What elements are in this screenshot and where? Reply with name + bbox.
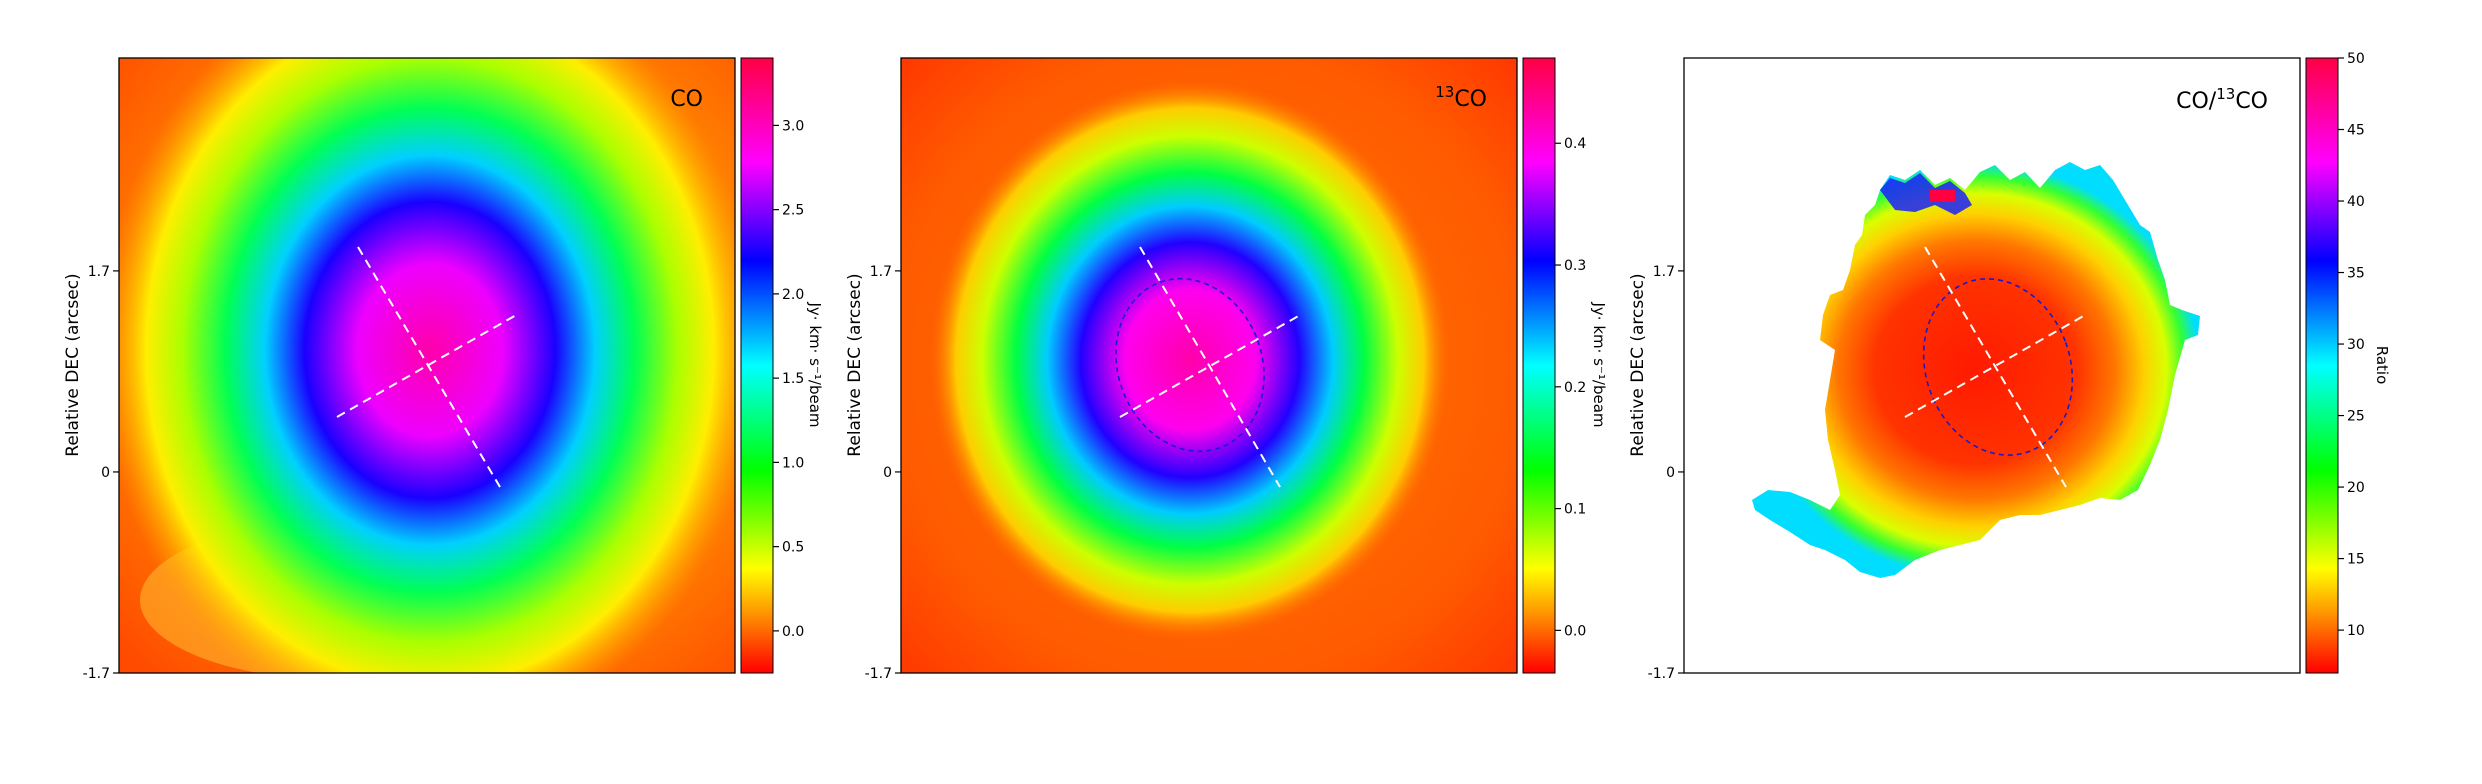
ratio-colorbar xyxy=(2305,57,2339,674)
panel-ratio: CO/13CO Relative DEC (arcsec) 1.7 0 -1.7 1… xyxy=(1628,51,2391,682)
13co-map-emission xyxy=(930,80,1450,640)
ratio-colorbar-label: Ratio xyxy=(2373,346,2391,385)
co-map-frame xyxy=(118,57,736,674)
co-yaxis-ticks: 1.7 0 -1.7 xyxy=(83,264,119,682)
panel-co: CO Relative DEC (arcsec) 1.7 0 -1.7 0.0 0.5… xyxy=(63,57,824,682)
13co-colorbar-ticks: 0.0 0.1 0.2 0.3 0.4 xyxy=(1555,136,1586,639)
13co-minor-axis-line xyxy=(1119,313,1303,418)
colorbar-tick-label: 10 xyxy=(2347,623,2365,639)
colorbar-tick-label: 0.5 xyxy=(782,540,804,556)
13co-yaxis-ticks: 1.7 0 -1.7 xyxy=(865,264,901,682)
co-ylabel: Relative DEC (arcsec) xyxy=(63,273,83,456)
colorbar-tick-label: 30 xyxy=(2347,337,2365,353)
colorbar-tick-label: 50 xyxy=(2347,51,2365,67)
co-colorbar-ticks: 0.0 0.5 1.0 1.5 2.0 2.5 3.0 xyxy=(773,118,804,640)
ratio-ylabel: Relative DEC (arcsec) xyxy=(1628,273,1648,456)
ratio-beam-ellipse xyxy=(1922,278,2074,456)
13co-colorbar xyxy=(1522,57,1556,674)
colorbar-tick-label: 2.5 xyxy=(782,203,804,219)
colorbar-tick-label: 1.5 xyxy=(782,371,804,387)
ytick-label: 1.7 xyxy=(88,264,110,280)
co-colorbar xyxy=(740,57,774,674)
ratio-map-frame xyxy=(1683,57,2301,674)
panel-label-ratio: CO/13CO xyxy=(2176,85,2268,114)
panel-13co: 13CO Relative DEC (arcsec) 1.70-1.7 0.00… xyxy=(845,57,1608,682)
panel-label-13co: 13CO xyxy=(1435,83,1487,112)
colorbar-tick-label: 40 xyxy=(2347,194,2365,210)
colorbar-tick-label: 0.3 xyxy=(1564,258,1586,274)
ytick-label: -1.7 xyxy=(1648,666,1675,682)
ytick-label: 0 xyxy=(883,465,892,481)
13co-colorbar-label: Jy· km· s⁻¹/beam xyxy=(1590,301,1608,427)
colorbar-tick-label: 2.0 xyxy=(782,287,804,303)
colorbar-tick-label: 15 xyxy=(2347,552,2365,568)
ytick-label: 0 xyxy=(101,465,110,481)
colorbar-tick-label: 25 xyxy=(2347,409,2365,425)
colorbar-tick-label: 0.4 xyxy=(1564,136,1586,152)
colorbar-tick-label: 0.0 xyxy=(1564,623,1586,639)
ratio-map-peak-pixel xyxy=(1930,190,1955,202)
panel-label-co: CO xyxy=(670,87,703,112)
ytick-label: 1.7 xyxy=(1653,264,1675,280)
13co-major-axis-line xyxy=(1139,246,1281,488)
co-minor-axis-line xyxy=(336,313,519,418)
ytick-label: -1.7 xyxy=(865,666,892,682)
ytick-label: 0 xyxy=(1666,465,1675,481)
colorbar-tick-label: 3.0 xyxy=(782,118,804,134)
co-colorbar-label: Jy· km· s⁻¹/beam xyxy=(806,301,824,427)
co-major-axis-line xyxy=(357,246,501,488)
colorbar-tick-label: 35 xyxy=(2347,266,2365,282)
colorbar-tick-label: 0.1 xyxy=(1564,502,1586,518)
ratio-colorbar-ticks: 10 15 20 25 30 35 40 45 50 xyxy=(2338,51,2365,639)
colorbar-tick-label: 20 xyxy=(2347,480,2365,496)
ratio-minor-axis-line xyxy=(1904,313,2088,418)
colorbar-tick-label: 0.2 xyxy=(1564,380,1586,396)
13co-ylabel: Relative DEC (arcsec) xyxy=(845,273,865,456)
ratio-major-axis-line xyxy=(1924,246,2067,488)
ratio-map-region xyxy=(1752,162,2200,578)
colorbar-tick-label: 0.0 xyxy=(782,624,804,640)
ytick-label: 1.7 xyxy=(870,264,892,280)
ytick-label: -1.7 xyxy=(83,666,110,682)
ratio-map-high-edge xyxy=(1880,173,1972,215)
13co-map-frame xyxy=(900,57,1518,674)
ratio-yaxis-ticks: 1.7 0 -1.7 xyxy=(1648,264,1684,682)
colorbar-tick-label: 1.0 xyxy=(782,455,804,471)
colorbar-tick-label: 45 xyxy=(2347,123,2365,139)
